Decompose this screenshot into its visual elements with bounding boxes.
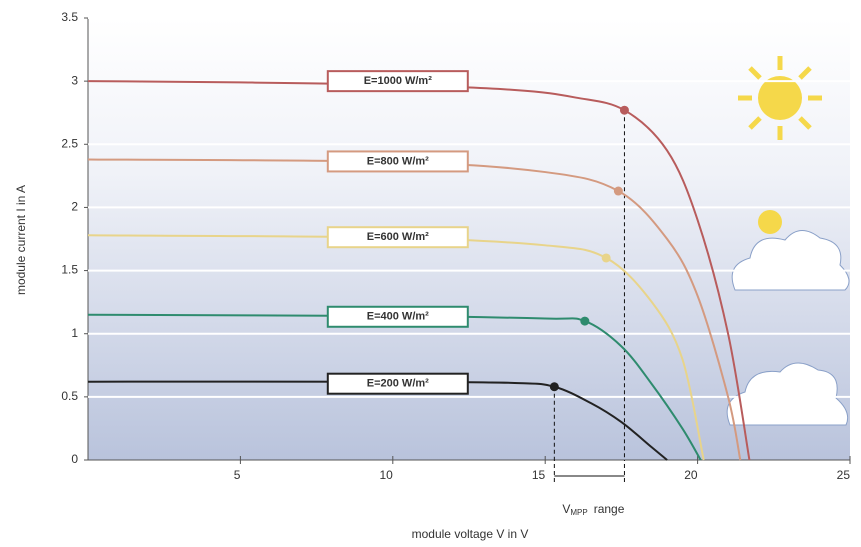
y-tick-label: 2.5 (61, 136, 78, 150)
mpp-point (620, 106, 629, 115)
mpp-point (602, 253, 611, 262)
chart: module current I in A module voltage V i… (0, 0, 861, 547)
y-tick-label: 2 (71, 200, 78, 214)
x-tick-label: 5 (234, 468, 241, 482)
vmpp-label-sub: MPP (570, 508, 587, 517)
y-tick-label: 0 (71, 452, 78, 466)
x-tick-label: 10 (379, 468, 393, 482)
legend-label: E=600 W/m² (367, 231, 429, 243)
x-tick-label: 25 (837, 468, 851, 482)
mpp-point (550, 382, 559, 391)
mpp-point (614, 187, 623, 196)
vmpp-label-rest: range (594, 502, 625, 516)
x-tick-label: 15 (532, 468, 546, 482)
vmpp-label: VMPP range (562, 502, 624, 517)
legend-label: E=800 W/m² (367, 155, 429, 167)
legend-label: E=200 W/m² (367, 378, 429, 390)
legend-label: E=400 W/m² (367, 311, 429, 323)
vmpp-label-main: V (562, 502, 570, 516)
x-tick-label: 20 (684, 468, 698, 482)
y-tick-label: 1 (71, 326, 78, 340)
legend-label: E=1000 W/m² (364, 75, 433, 87)
y-tick-label: 0.5 (61, 389, 78, 403)
y-axis-label: module current I in A (14, 185, 28, 295)
plot-background (88, 18, 850, 460)
sun-icon (738, 56, 822, 140)
y-tick-label: 1.5 (61, 263, 78, 277)
x-axis-label: module voltage V in V (412, 527, 529, 541)
y-tick-label: 3.5 (61, 10, 78, 24)
y-tick-label: 3 (71, 73, 78, 87)
mpp-point (580, 317, 589, 326)
